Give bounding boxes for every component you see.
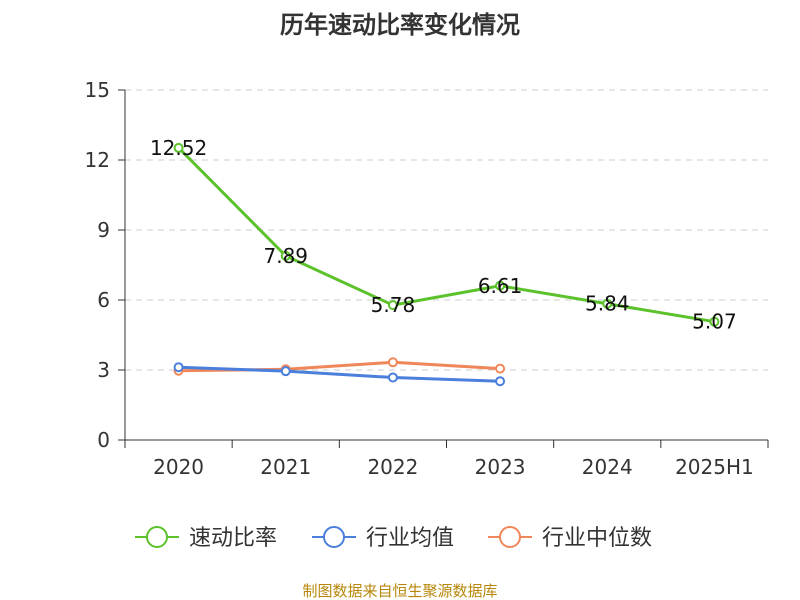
data-label: 12.52 [150, 136, 207, 160]
data-point [387, 357, 398, 368]
x-tick-label: 2020 [153, 455, 204, 479]
y-tick-label: 9 [97, 218, 110, 242]
legend-marker [323, 526, 345, 548]
legend-marker [499, 526, 521, 548]
data-label: 5.07 [692, 310, 737, 334]
x-tick-label: 2024 [582, 455, 633, 479]
series-layer [173, 142, 720, 387]
x-tick-label: 2021 [260, 455, 311, 479]
data-point [280, 250, 291, 261]
legend-item[interactable]: 行业中位数 [488, 526, 652, 551]
x-tick-label: 2025H1 [675, 455, 754, 479]
data-label: 7.89 [263, 244, 308, 268]
y-tick-label: 6 [97, 288, 110, 312]
legend-marker [146, 526, 168, 548]
data-point [495, 280, 506, 291]
data-label: 6.61 [478, 274, 523, 298]
legend-label: 行业中位数 [542, 526, 652, 551]
y-tick-label: 0 [97, 428, 110, 452]
axes: 0 3 6 9 12 15 2020 2021 2022 2023 2024 2025H1 [85, 78, 769, 479]
grid-lines [125, 89, 768, 371]
y-tick-label: 15 [85, 78, 110, 102]
source-note: 制图数据来自恒生聚源数据库 [302, 582, 497, 600]
chart-title: 历年速动比率变化情况 [280, 11, 520, 39]
y-tick-label: 3 [97, 358, 110, 382]
x-tick-label: 2022 [367, 455, 418, 479]
data-point [602, 298, 613, 309]
series-line [177, 146, 715, 324]
data-point [709, 316, 720, 327]
data-point [387, 300, 398, 311]
legend[interactable]: 速动比率 行业均值 行业中位数 [135, 526, 652, 551]
legend-label: 速动比率 [189, 526, 277, 551]
data-point [280, 366, 291, 377]
legend-item[interactable]: 速动比率 [135, 526, 277, 551]
data-point [173, 142, 184, 153]
data-labels: 12.52 7.89 5.78 6.61 5.84 5.07 [150, 136, 737, 334]
legend-label: 行业均值 [366, 526, 454, 551]
data-label: 5.78 [371, 293, 416, 317]
legend-item[interactable]: 行业均值 [312, 526, 454, 551]
data-point [495, 376, 506, 387]
data-point [387, 372, 398, 383]
y-tick-label: 12 [85, 148, 110, 172]
data-label: 5.84 [585, 292, 630, 316]
data-point [173, 362, 184, 373]
x-tick-label: 2023 [475, 455, 526, 479]
data-point [495, 363, 506, 374]
series-line [178, 365, 501, 383]
